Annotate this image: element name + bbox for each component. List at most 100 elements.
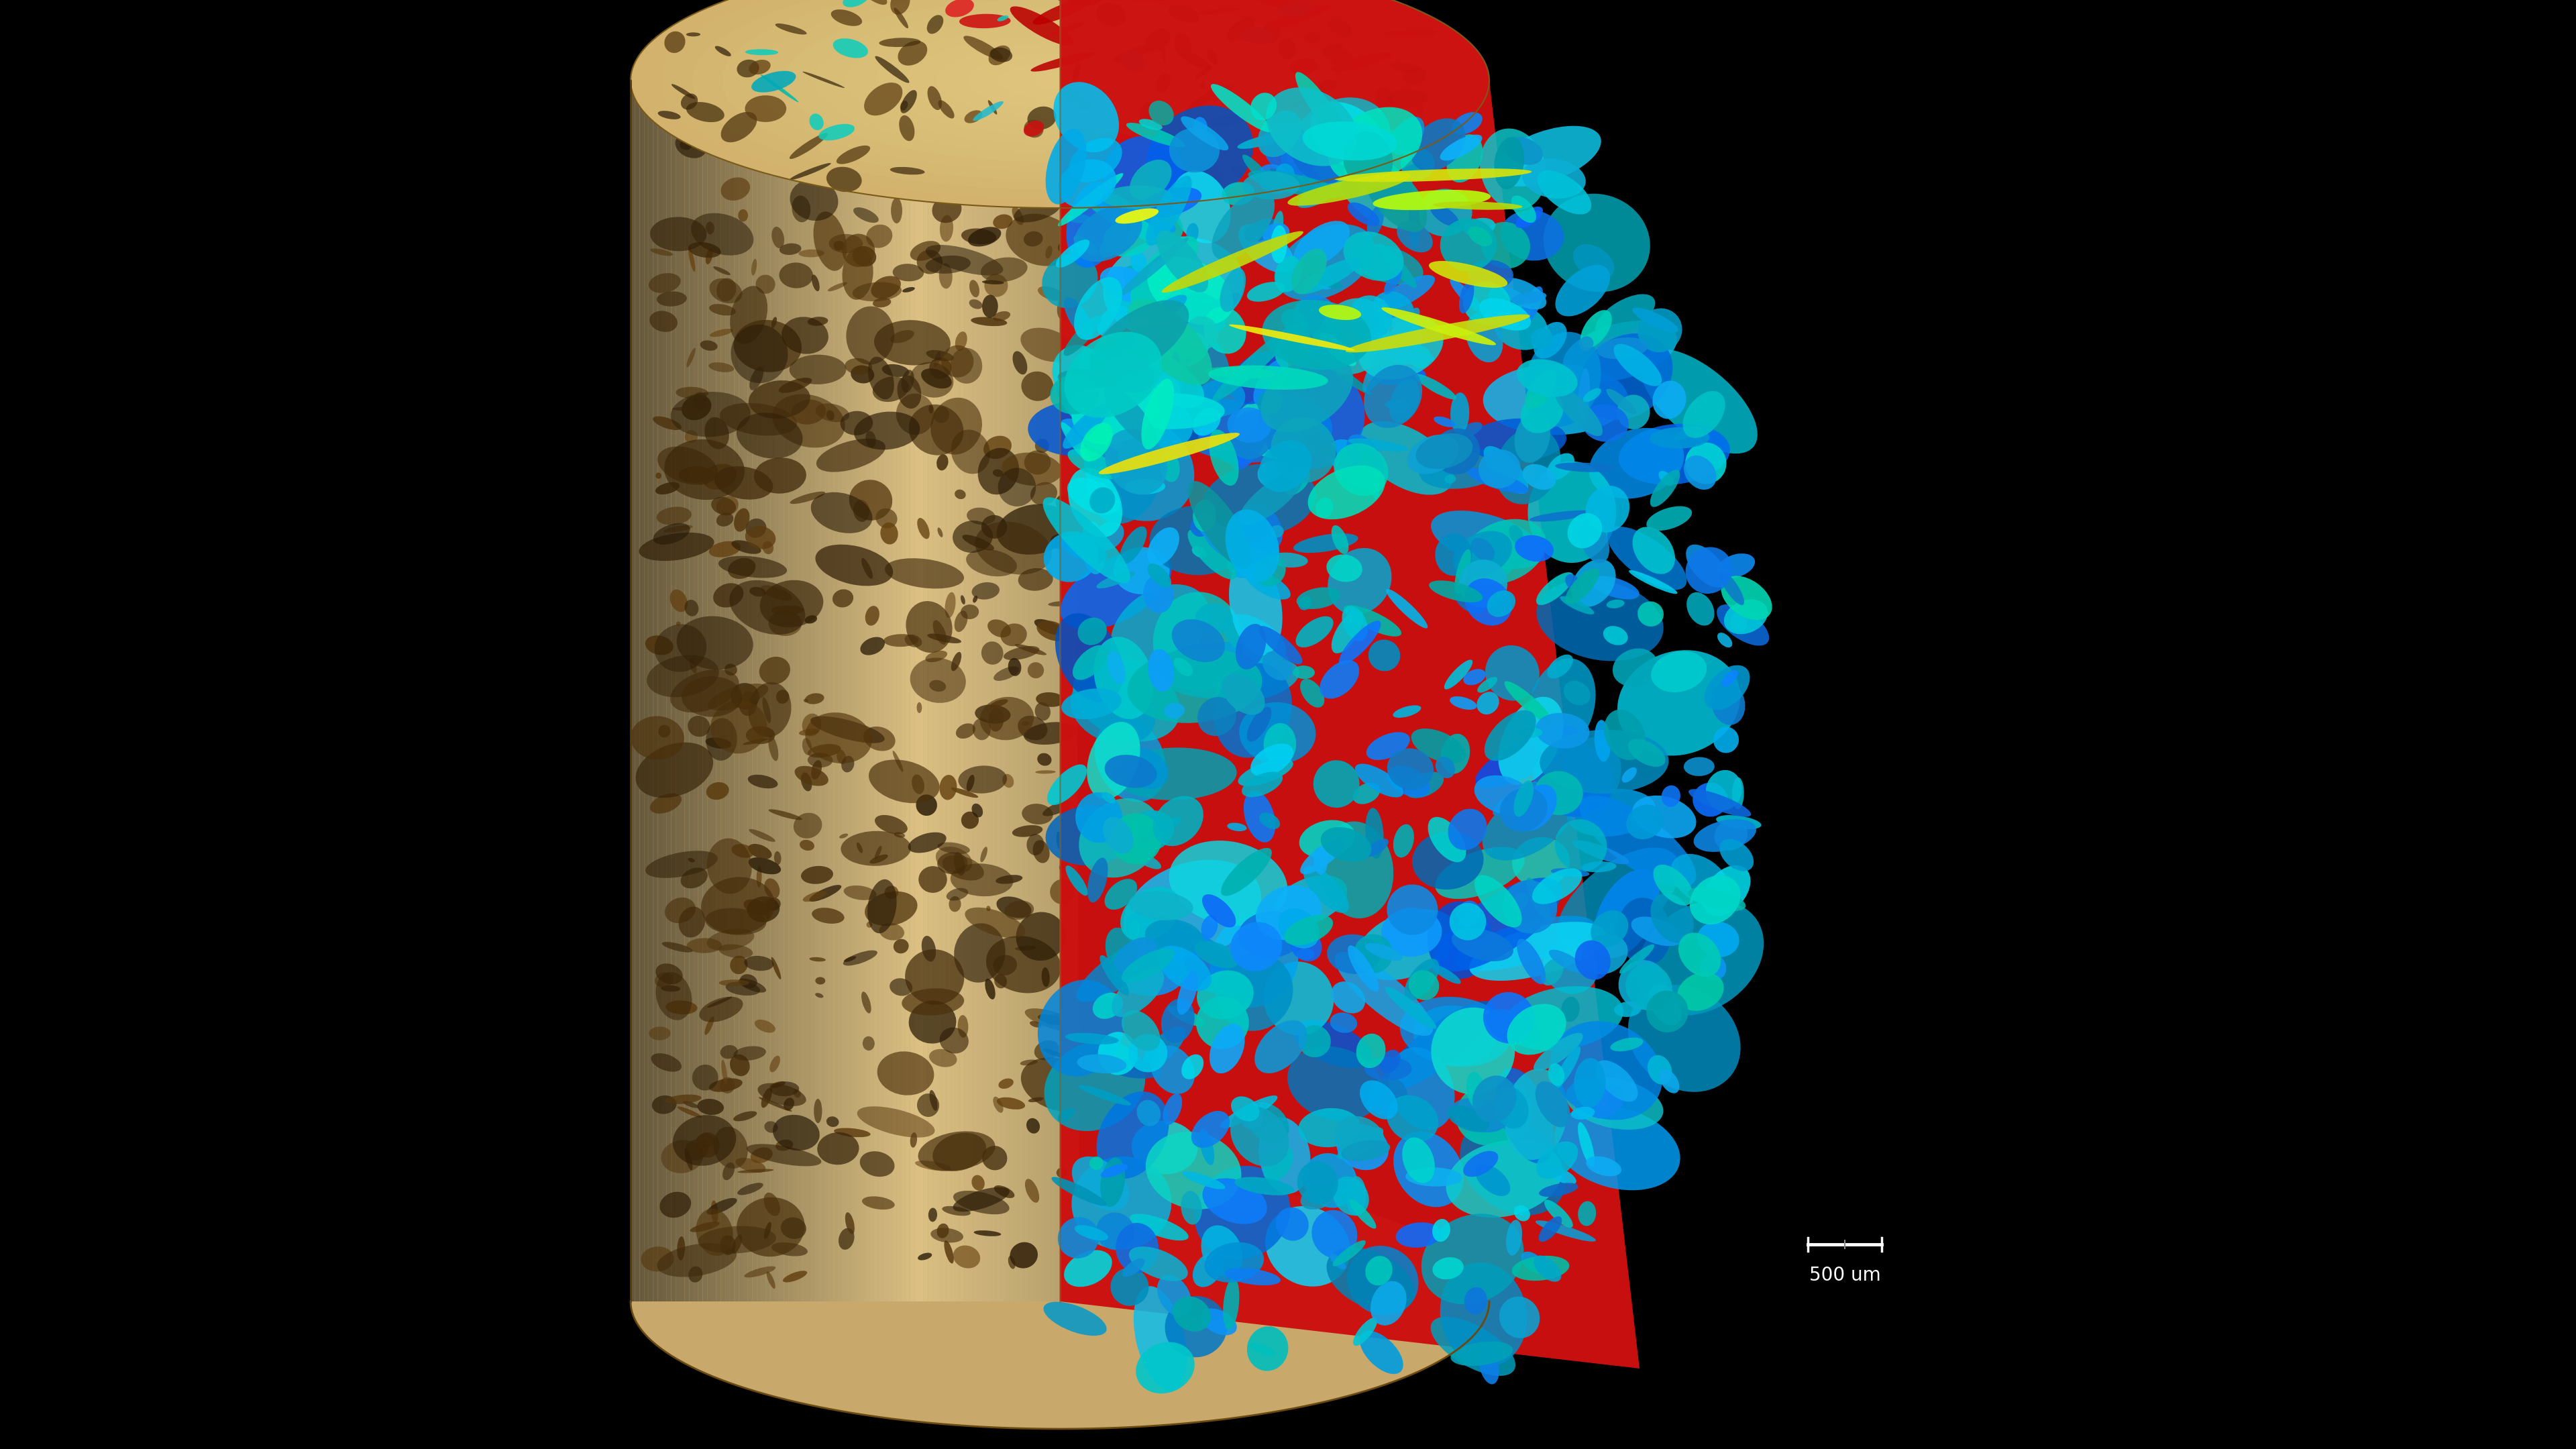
Ellipse shape xyxy=(1520,391,1564,433)
Ellipse shape xyxy=(770,1081,799,1097)
Ellipse shape xyxy=(799,729,819,736)
Ellipse shape xyxy=(948,895,961,911)
Ellipse shape xyxy=(1260,626,1303,664)
Ellipse shape xyxy=(1332,525,1350,554)
Ellipse shape xyxy=(909,362,953,397)
Ellipse shape xyxy=(665,897,696,923)
Ellipse shape xyxy=(1370,1281,1406,1326)
Ellipse shape xyxy=(1072,675,1157,745)
Ellipse shape xyxy=(1195,7,1239,14)
Ellipse shape xyxy=(1180,1191,1203,1224)
Ellipse shape xyxy=(1538,1216,1561,1242)
Ellipse shape xyxy=(1133,852,1162,869)
Ellipse shape xyxy=(1064,332,1162,417)
Ellipse shape xyxy=(1126,911,1247,995)
Ellipse shape xyxy=(1255,555,1285,587)
Polygon shape xyxy=(631,1174,1489,1429)
Ellipse shape xyxy=(1347,143,1381,152)
Ellipse shape xyxy=(1128,1035,1167,1072)
Ellipse shape xyxy=(703,464,737,490)
Ellipse shape xyxy=(750,367,762,390)
Ellipse shape xyxy=(1012,824,1043,838)
Ellipse shape xyxy=(1154,796,1203,846)
Ellipse shape xyxy=(817,403,850,422)
Ellipse shape xyxy=(1043,497,1131,584)
Ellipse shape xyxy=(1636,900,1765,1016)
Ellipse shape xyxy=(951,429,989,474)
Ellipse shape xyxy=(1486,1009,1540,1046)
Ellipse shape xyxy=(1381,109,1401,125)
Ellipse shape xyxy=(665,32,685,54)
Polygon shape xyxy=(907,200,909,1301)
Ellipse shape xyxy=(840,1227,855,1249)
Ellipse shape xyxy=(1059,1108,1074,1122)
Ellipse shape xyxy=(951,348,981,384)
Ellipse shape xyxy=(1092,522,1123,551)
Ellipse shape xyxy=(1046,806,1133,865)
Ellipse shape xyxy=(1121,748,1170,788)
Ellipse shape xyxy=(1440,1262,1528,1366)
Ellipse shape xyxy=(1476,726,1579,788)
Ellipse shape xyxy=(1061,145,1079,155)
Ellipse shape xyxy=(1213,664,1293,758)
Ellipse shape xyxy=(809,113,824,130)
Ellipse shape xyxy=(1203,1178,1267,1224)
Ellipse shape xyxy=(1350,113,1388,135)
Ellipse shape xyxy=(1056,296,1072,320)
Ellipse shape xyxy=(1298,1108,1360,1148)
Ellipse shape xyxy=(1535,1081,1571,1127)
Ellipse shape xyxy=(1435,878,1561,971)
Ellipse shape xyxy=(737,1158,765,1172)
Ellipse shape xyxy=(1298,597,1311,610)
Ellipse shape xyxy=(1561,596,1595,614)
Ellipse shape xyxy=(1028,833,1043,855)
Ellipse shape xyxy=(1105,755,1157,788)
Ellipse shape xyxy=(981,846,987,862)
Ellipse shape xyxy=(1453,929,1512,961)
Ellipse shape xyxy=(902,90,917,113)
Ellipse shape xyxy=(755,275,775,294)
Ellipse shape xyxy=(657,964,683,984)
Ellipse shape xyxy=(1342,606,1368,640)
Polygon shape xyxy=(711,155,716,1301)
Ellipse shape xyxy=(894,832,904,838)
Ellipse shape xyxy=(1260,1117,1311,1194)
Ellipse shape xyxy=(1381,907,1443,956)
Ellipse shape xyxy=(1231,922,1283,971)
Ellipse shape xyxy=(773,851,781,865)
Polygon shape xyxy=(1023,207,1028,1301)
Ellipse shape xyxy=(1172,619,1226,662)
Ellipse shape xyxy=(1334,1116,1386,1159)
Ellipse shape xyxy=(744,1266,775,1278)
Ellipse shape xyxy=(891,197,902,223)
Ellipse shape xyxy=(1484,364,1628,435)
Ellipse shape xyxy=(1074,277,1123,341)
Ellipse shape xyxy=(1497,1068,1553,1164)
Ellipse shape xyxy=(1038,1014,1064,1024)
Ellipse shape xyxy=(1115,291,1139,317)
Ellipse shape xyxy=(1229,16,1249,32)
Ellipse shape xyxy=(1066,132,1105,156)
Polygon shape xyxy=(819,185,824,1301)
Ellipse shape xyxy=(1329,439,1378,487)
Ellipse shape xyxy=(734,1046,765,1061)
Ellipse shape xyxy=(1329,1253,1347,1269)
Ellipse shape xyxy=(677,1107,701,1117)
Ellipse shape xyxy=(706,839,752,894)
Ellipse shape xyxy=(1721,669,1739,687)
Ellipse shape xyxy=(657,1243,737,1277)
Ellipse shape xyxy=(1582,861,1615,872)
Ellipse shape xyxy=(1275,164,1296,183)
Ellipse shape xyxy=(1097,1032,1139,1075)
Ellipse shape xyxy=(1479,129,1546,210)
Polygon shape xyxy=(842,190,848,1301)
Ellipse shape xyxy=(1595,294,1656,338)
Ellipse shape xyxy=(1685,455,1716,490)
Polygon shape xyxy=(974,206,979,1301)
Ellipse shape xyxy=(873,297,891,307)
Ellipse shape xyxy=(1025,1009,1082,1032)
Ellipse shape xyxy=(1216,953,1293,1030)
Ellipse shape xyxy=(845,956,855,962)
Ellipse shape xyxy=(1504,1069,1566,1159)
Ellipse shape xyxy=(1651,469,1680,507)
